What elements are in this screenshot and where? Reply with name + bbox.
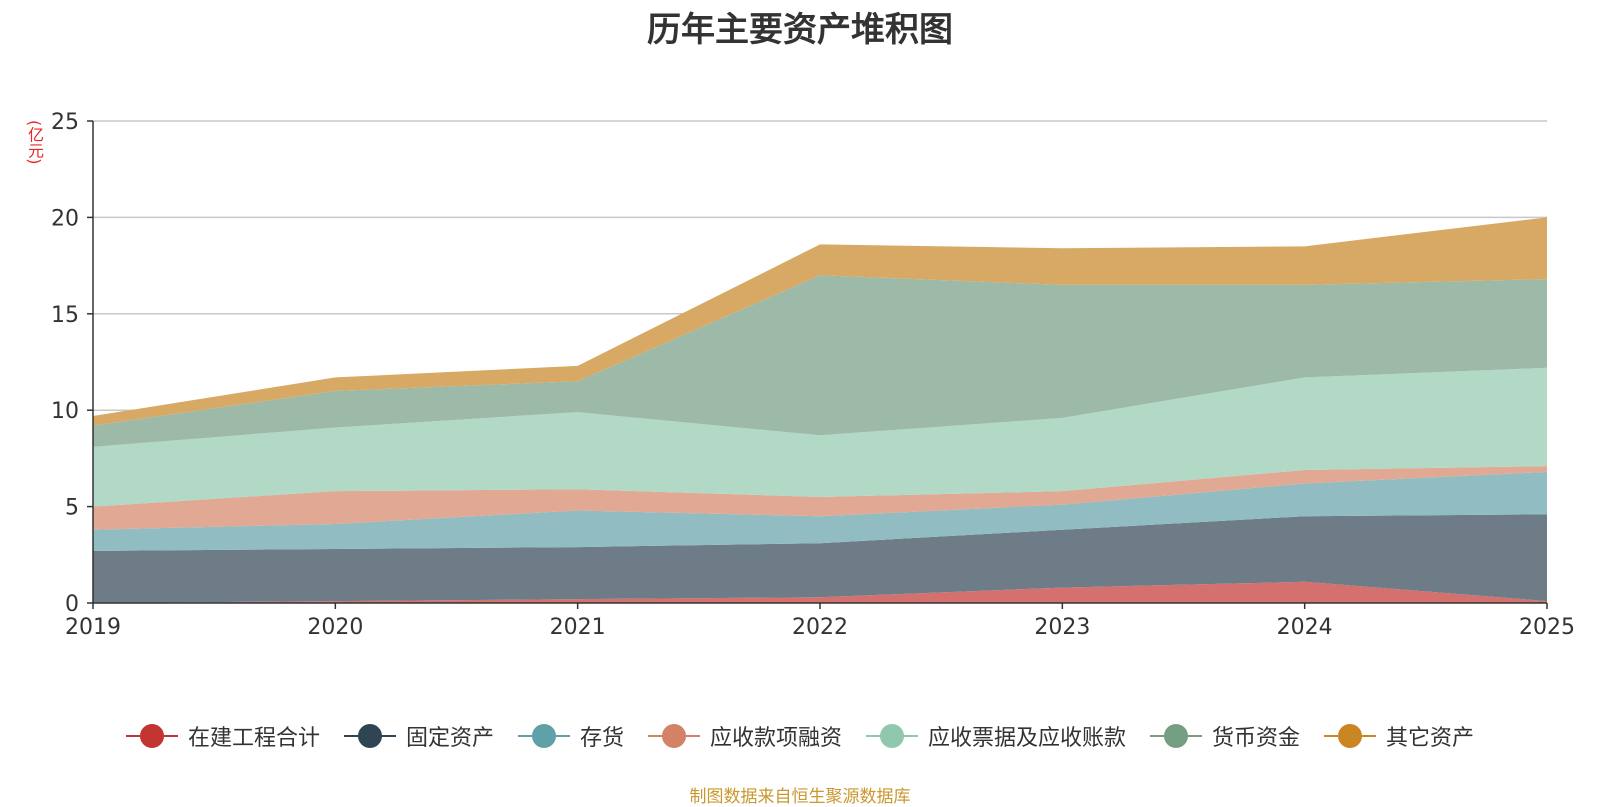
- legend-marker-icon: [1150, 723, 1203, 749]
- chart-title: 历年主要资产堆积图: [647, 10, 953, 50]
- x-tick-label: 2025: [1519, 615, 1575, 640]
- y-tick-label: 25: [51, 110, 79, 135]
- legend-marker-icon: [343, 723, 396, 749]
- legend-label: 存货: [579, 726, 624, 751]
- y-axis-unit-label: (亿元): [25, 120, 44, 165]
- legend-label: 固定资产: [405, 726, 494, 751]
- legend-marker-icon: [866, 723, 918, 749]
- x-tick-label: 2020: [307, 615, 363, 640]
- x-tick-label: 2023: [1034, 615, 1090, 640]
- x-tick-label: 2021: [550, 615, 606, 640]
- legend-label: 在建工程合计: [187, 726, 320, 751]
- legend-item-1[interactable]: 固定资产: [343, 720, 494, 752]
- legend-label: 货币资金: [1212, 726, 1301, 751]
- y-tick-label: 15: [51, 303, 79, 328]
- legend-item-6[interactable]: 其它资产: [1324, 720, 1474, 752]
- legend-item-2[interactable]: 存货: [517, 720, 624, 752]
- area-series: [93, 217, 1547, 603]
- area-series-6[interactable]: [93, 217, 1547, 426]
- legend-label: 其它资产: [1386, 726, 1475, 751]
- legend-label: 应收款项融资: [709, 726, 842, 751]
- area-series-5[interactable]: [93, 275, 1547, 447]
- legend-marker-icon: [1324, 723, 1377, 749]
- area-series-0[interactable]: [93, 581, 1547, 603]
- legend-item-4[interactable]: 应收票据及应收账款: [866, 720, 1126, 752]
- legend-label: 应收票据及应收账款: [928, 726, 1127, 751]
- source-note: 制图数据来自恒生聚源数据库: [689, 787, 911, 807]
- y-tick-label: 5: [65, 496, 79, 521]
- legend: 在建工程合计 固定资产 存货 应收款项融资 应收票据及应收账款 货币资金 其它资产: [0, 720, 1600, 752]
- x-tick-label: 2019: [65, 615, 121, 640]
- legend-item-0[interactable]: 在建工程合计: [125, 720, 320, 752]
- x-tick-label: 2022: [792, 615, 848, 640]
- y-tick-label: 10: [51, 399, 79, 424]
- area-series-1[interactable]: [93, 514, 1547, 603]
- legend-marker-icon: [647, 723, 700, 749]
- y-tick-label: 0: [65, 592, 79, 617]
- y-tick-label: 20: [51, 206, 79, 231]
- legend-marker-icon: [125, 723, 178, 749]
- x-tick-label: 2024: [1277, 615, 1333, 640]
- legend-marker-icon: [517, 723, 570, 749]
- area-series-3[interactable]: [93, 466, 1547, 530]
- area-series-2[interactable]: [93, 471, 1547, 551]
- area-series-4[interactable]: [93, 367, 1547, 507]
- legend-item-3[interactable]: 应收款项融资: [647, 720, 842, 752]
- legend-item-5[interactable]: 货币资金: [1150, 720, 1300, 752]
